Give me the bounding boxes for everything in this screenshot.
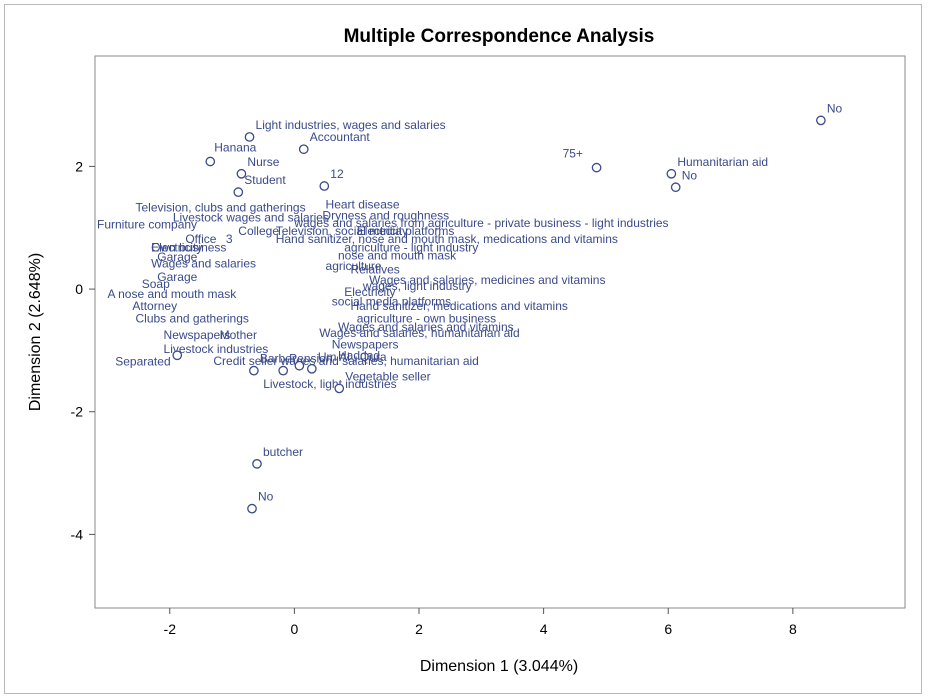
data-point (247, 503, 257, 514)
point-label: wages, light industry (362, 279, 472, 293)
data-point (205, 156, 216, 167)
point-label: Wages and salaries and vitamins (338, 320, 514, 334)
data-point (319, 181, 330, 191)
y-tick-label: 0 (75, 281, 83, 297)
point-label: Humanitarian aid (677, 155, 768, 169)
data-point (334, 383, 345, 394)
x-axis-label: Dimension 1 (3.044%) (420, 658, 578, 675)
data-point (816, 115, 826, 126)
point-label: Hand sanitizer, medications and vitamins (350, 299, 567, 313)
point-label: Electricity (357, 224, 408, 238)
data-point (172, 350, 183, 361)
label-layer: Heart disease Television, clubs and gathe… (97, 197, 669, 391)
chart-title: Multiple Correspondence Analysis (344, 26, 655, 47)
point-label: No (682, 168, 698, 182)
point-label: A nose and mouth mask (107, 287, 237, 301)
point-label: Wages and salaries, humanitarian aid (319, 326, 519, 340)
point-label: Hanana (214, 140, 256, 154)
point-label: No (827, 101, 843, 115)
x-tick-label: 2 (415, 621, 423, 637)
point-label: Heart disease (326, 197, 400, 211)
point-label: Mother (220, 328, 257, 342)
point-label: agriculture - light industry (344, 240, 478, 254)
point-label: Clubs and gatherings (136, 312, 249, 326)
x-tick-label: 4 (540, 621, 548, 637)
point-label: agriculture - own business (357, 312, 496, 326)
point-label: Hand sanitizer, nose and mouth mask, med… (276, 232, 618, 246)
data-point (233, 187, 244, 198)
point-label: Haddad (338, 348, 380, 362)
point-label: 3 (226, 232, 233, 246)
data-point (591, 162, 602, 173)
point-label: Light industries, wages and salaries (256, 118, 446, 132)
point-label: Livestock, light industries (263, 377, 396, 391)
data-point (249, 365, 259, 376)
point-label: Television, clubs and gatherings (136, 200, 306, 214)
point-label: wages and salaries from agriculture - pr… (293, 216, 668, 230)
point-label: Wages and salaries, medicines and vitami… (369, 273, 605, 287)
point-label: Relatives (350, 262, 399, 276)
data-point (278, 365, 289, 376)
point-label: Garage (157, 250, 197, 264)
point-label: Um Al , Qura (318, 350, 387, 364)
x-tick-label: 8 (789, 621, 797, 637)
data-point (252, 459, 262, 469)
point-label: Student (244, 173, 286, 187)
point-label: 75+ (563, 147, 583, 161)
data-point (666, 168, 677, 179)
point-label: Dryness and roughness (322, 208, 449, 222)
point-label: Livestock industries (164, 342, 269, 356)
x-tick-label: -2 (164, 621, 177, 637)
y-tick-label: -2 (71, 404, 84, 420)
x-tick-label: 0 (290, 621, 298, 637)
data-point (236, 168, 247, 179)
chart-frame (4, 4, 922, 694)
point-label: No (258, 490, 274, 504)
point-label: Soap (142, 277, 170, 291)
point-label: Vegetable seller (345, 369, 430, 383)
point-label: Electricity (151, 240, 202, 254)
data-point (294, 360, 305, 371)
point-label: Credit seller wages and salaries, humani… (213, 354, 478, 368)
y-tick-label: 2 (75, 158, 83, 174)
point-label: Newspapers (164, 328, 231, 342)
point-label: Livestock wages and salaries (173, 210, 329, 224)
plot-area (94, 55, 906, 609)
point-label: Attorney (132, 299, 177, 313)
data-point (244, 132, 255, 142)
y-tick-label: -4 (71, 526, 84, 542)
point-label: Furniture company (97, 218, 197, 232)
point-label: Newspapers (332, 337, 399, 351)
point-label: social media platforms (332, 294, 451, 308)
point-label: Garage (157, 270, 197, 284)
x-tick-label: 6 (664, 621, 672, 637)
point-label: Separated (115, 354, 170, 368)
point-label: Wages and salaries (151, 256, 256, 270)
data-point (306, 363, 317, 374)
data-point (298, 144, 309, 155)
y-axis: -4 -2 0 2 (71, 158, 95, 542)
point-label: 12 (330, 167, 344, 181)
point-label: Own business (151, 240, 226, 254)
point-label: agriculture (326, 259, 382, 273)
point-label: Barber (260, 352, 296, 366)
point-label: College (238, 224, 279, 238)
y-axis-label: Dimension 2 (2.648%) (27, 253, 44, 411)
x-axis: -2 0 2 4 6 8 (164, 608, 797, 637)
point-label: Accountant (310, 130, 371, 144)
point-label: nose and mouth mask (338, 248, 457, 262)
point-label: Office (185, 232, 216, 246)
point-label: Nurse (247, 155, 279, 169)
data-point (670, 182, 681, 193)
point-label: Television, social media platforms (276, 224, 455, 238)
point-label: butcher (263, 445, 303, 459)
point-label: Electricity (344, 285, 395, 299)
